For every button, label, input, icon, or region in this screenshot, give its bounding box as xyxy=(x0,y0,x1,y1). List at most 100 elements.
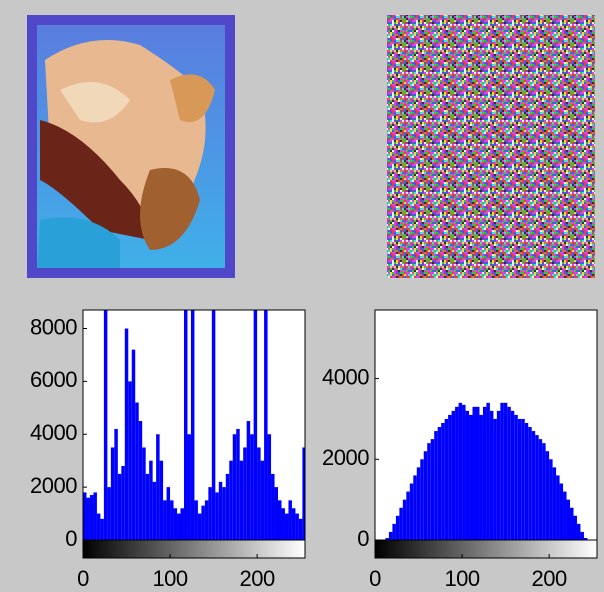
bar xyxy=(409,483,414,540)
bar xyxy=(500,402,504,540)
bar xyxy=(218,481,223,540)
bar xyxy=(274,487,279,540)
bar xyxy=(521,418,525,540)
bar xyxy=(190,310,195,540)
bar xyxy=(528,427,532,540)
y-tick-label: 4000 xyxy=(322,364,369,389)
bar xyxy=(583,537,588,540)
bar xyxy=(152,481,157,540)
bar xyxy=(180,508,184,540)
bar xyxy=(570,507,574,540)
bar xyxy=(451,410,456,540)
bar xyxy=(556,475,560,540)
bar xyxy=(423,451,428,540)
bar xyxy=(107,487,111,540)
bar xyxy=(448,414,452,540)
bar xyxy=(170,500,174,540)
bar xyxy=(121,465,125,540)
bar xyxy=(117,473,122,540)
bar xyxy=(96,513,101,540)
bar xyxy=(246,421,251,540)
bar xyxy=(260,460,265,540)
bar xyxy=(128,381,132,540)
bar xyxy=(385,537,389,540)
bar xyxy=(278,500,282,540)
bar xyxy=(86,497,90,540)
bar xyxy=(83,492,87,540)
bar xyxy=(507,406,511,540)
bar xyxy=(531,431,536,540)
y-tick-label: 2000 xyxy=(322,445,369,470)
bar xyxy=(545,451,550,540)
bar xyxy=(517,418,522,540)
bar xyxy=(239,460,244,540)
x-tick-label: 100 xyxy=(152,566,187,591)
bar xyxy=(455,406,459,540)
colorbar xyxy=(82,539,306,559)
bar xyxy=(197,513,202,540)
bar xyxy=(93,492,97,540)
bar xyxy=(281,508,285,540)
bar xyxy=(437,427,442,540)
y-tick-label: 8000 xyxy=(30,314,77,339)
bar xyxy=(208,487,212,540)
bar xyxy=(131,349,136,540)
bar xyxy=(156,434,160,540)
bar xyxy=(486,402,490,540)
bar xyxy=(566,499,571,540)
bar xyxy=(549,459,553,540)
bar xyxy=(173,508,178,540)
bar xyxy=(514,414,518,540)
bar xyxy=(271,473,275,540)
bar xyxy=(573,515,577,540)
bar xyxy=(232,434,237,540)
bar xyxy=(475,406,480,540)
y-tick-label: 2000 xyxy=(30,473,77,498)
bar xyxy=(225,473,230,540)
bar xyxy=(183,310,188,540)
bar xyxy=(458,402,463,540)
bar xyxy=(465,410,470,540)
bar xyxy=(472,406,476,540)
bar xyxy=(444,418,449,540)
bar xyxy=(110,447,115,540)
bar xyxy=(576,523,581,540)
bar xyxy=(524,422,529,540)
colorbar xyxy=(374,539,598,559)
bar xyxy=(496,410,501,540)
x-tick-label: 200 xyxy=(532,566,567,591)
bar xyxy=(295,513,299,540)
x-tick-label: 200 xyxy=(240,566,275,591)
bar xyxy=(427,443,431,540)
bar xyxy=(204,500,209,540)
bars xyxy=(83,310,305,540)
x-tick-label: 0 xyxy=(77,566,89,591)
bar xyxy=(538,439,543,540)
bar xyxy=(563,491,567,540)
bar xyxy=(559,483,564,540)
bar xyxy=(413,475,417,540)
bar xyxy=(441,422,445,540)
bar xyxy=(482,406,487,540)
bar xyxy=(288,500,292,540)
bar xyxy=(302,447,305,540)
bar xyxy=(420,459,424,540)
bar xyxy=(222,487,226,540)
y-tick-label: 0 xyxy=(357,526,369,551)
painting-image xyxy=(27,15,235,278)
scrambled-image xyxy=(387,15,595,278)
bar xyxy=(114,428,118,540)
bar xyxy=(580,531,584,540)
bar xyxy=(489,410,494,540)
bar xyxy=(284,513,289,540)
y-tick-label: 0 xyxy=(65,526,77,551)
bar xyxy=(187,434,191,540)
bar xyxy=(264,310,268,540)
bar xyxy=(503,402,508,540)
x-tick-label: 100 xyxy=(444,566,479,591)
bar xyxy=(392,523,396,540)
bar xyxy=(406,491,410,540)
bar xyxy=(135,402,139,540)
bar xyxy=(510,410,515,540)
